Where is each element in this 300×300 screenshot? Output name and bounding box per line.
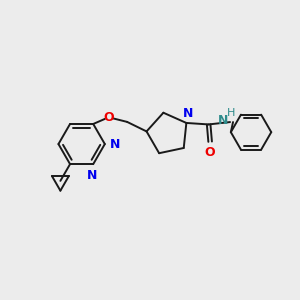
Text: H: H bbox=[226, 108, 235, 118]
Text: O: O bbox=[103, 111, 114, 124]
Text: N: N bbox=[218, 114, 228, 127]
Text: N: N bbox=[183, 107, 193, 120]
Text: N: N bbox=[110, 138, 121, 151]
Text: N: N bbox=[87, 169, 97, 182]
Text: O: O bbox=[205, 146, 215, 159]
